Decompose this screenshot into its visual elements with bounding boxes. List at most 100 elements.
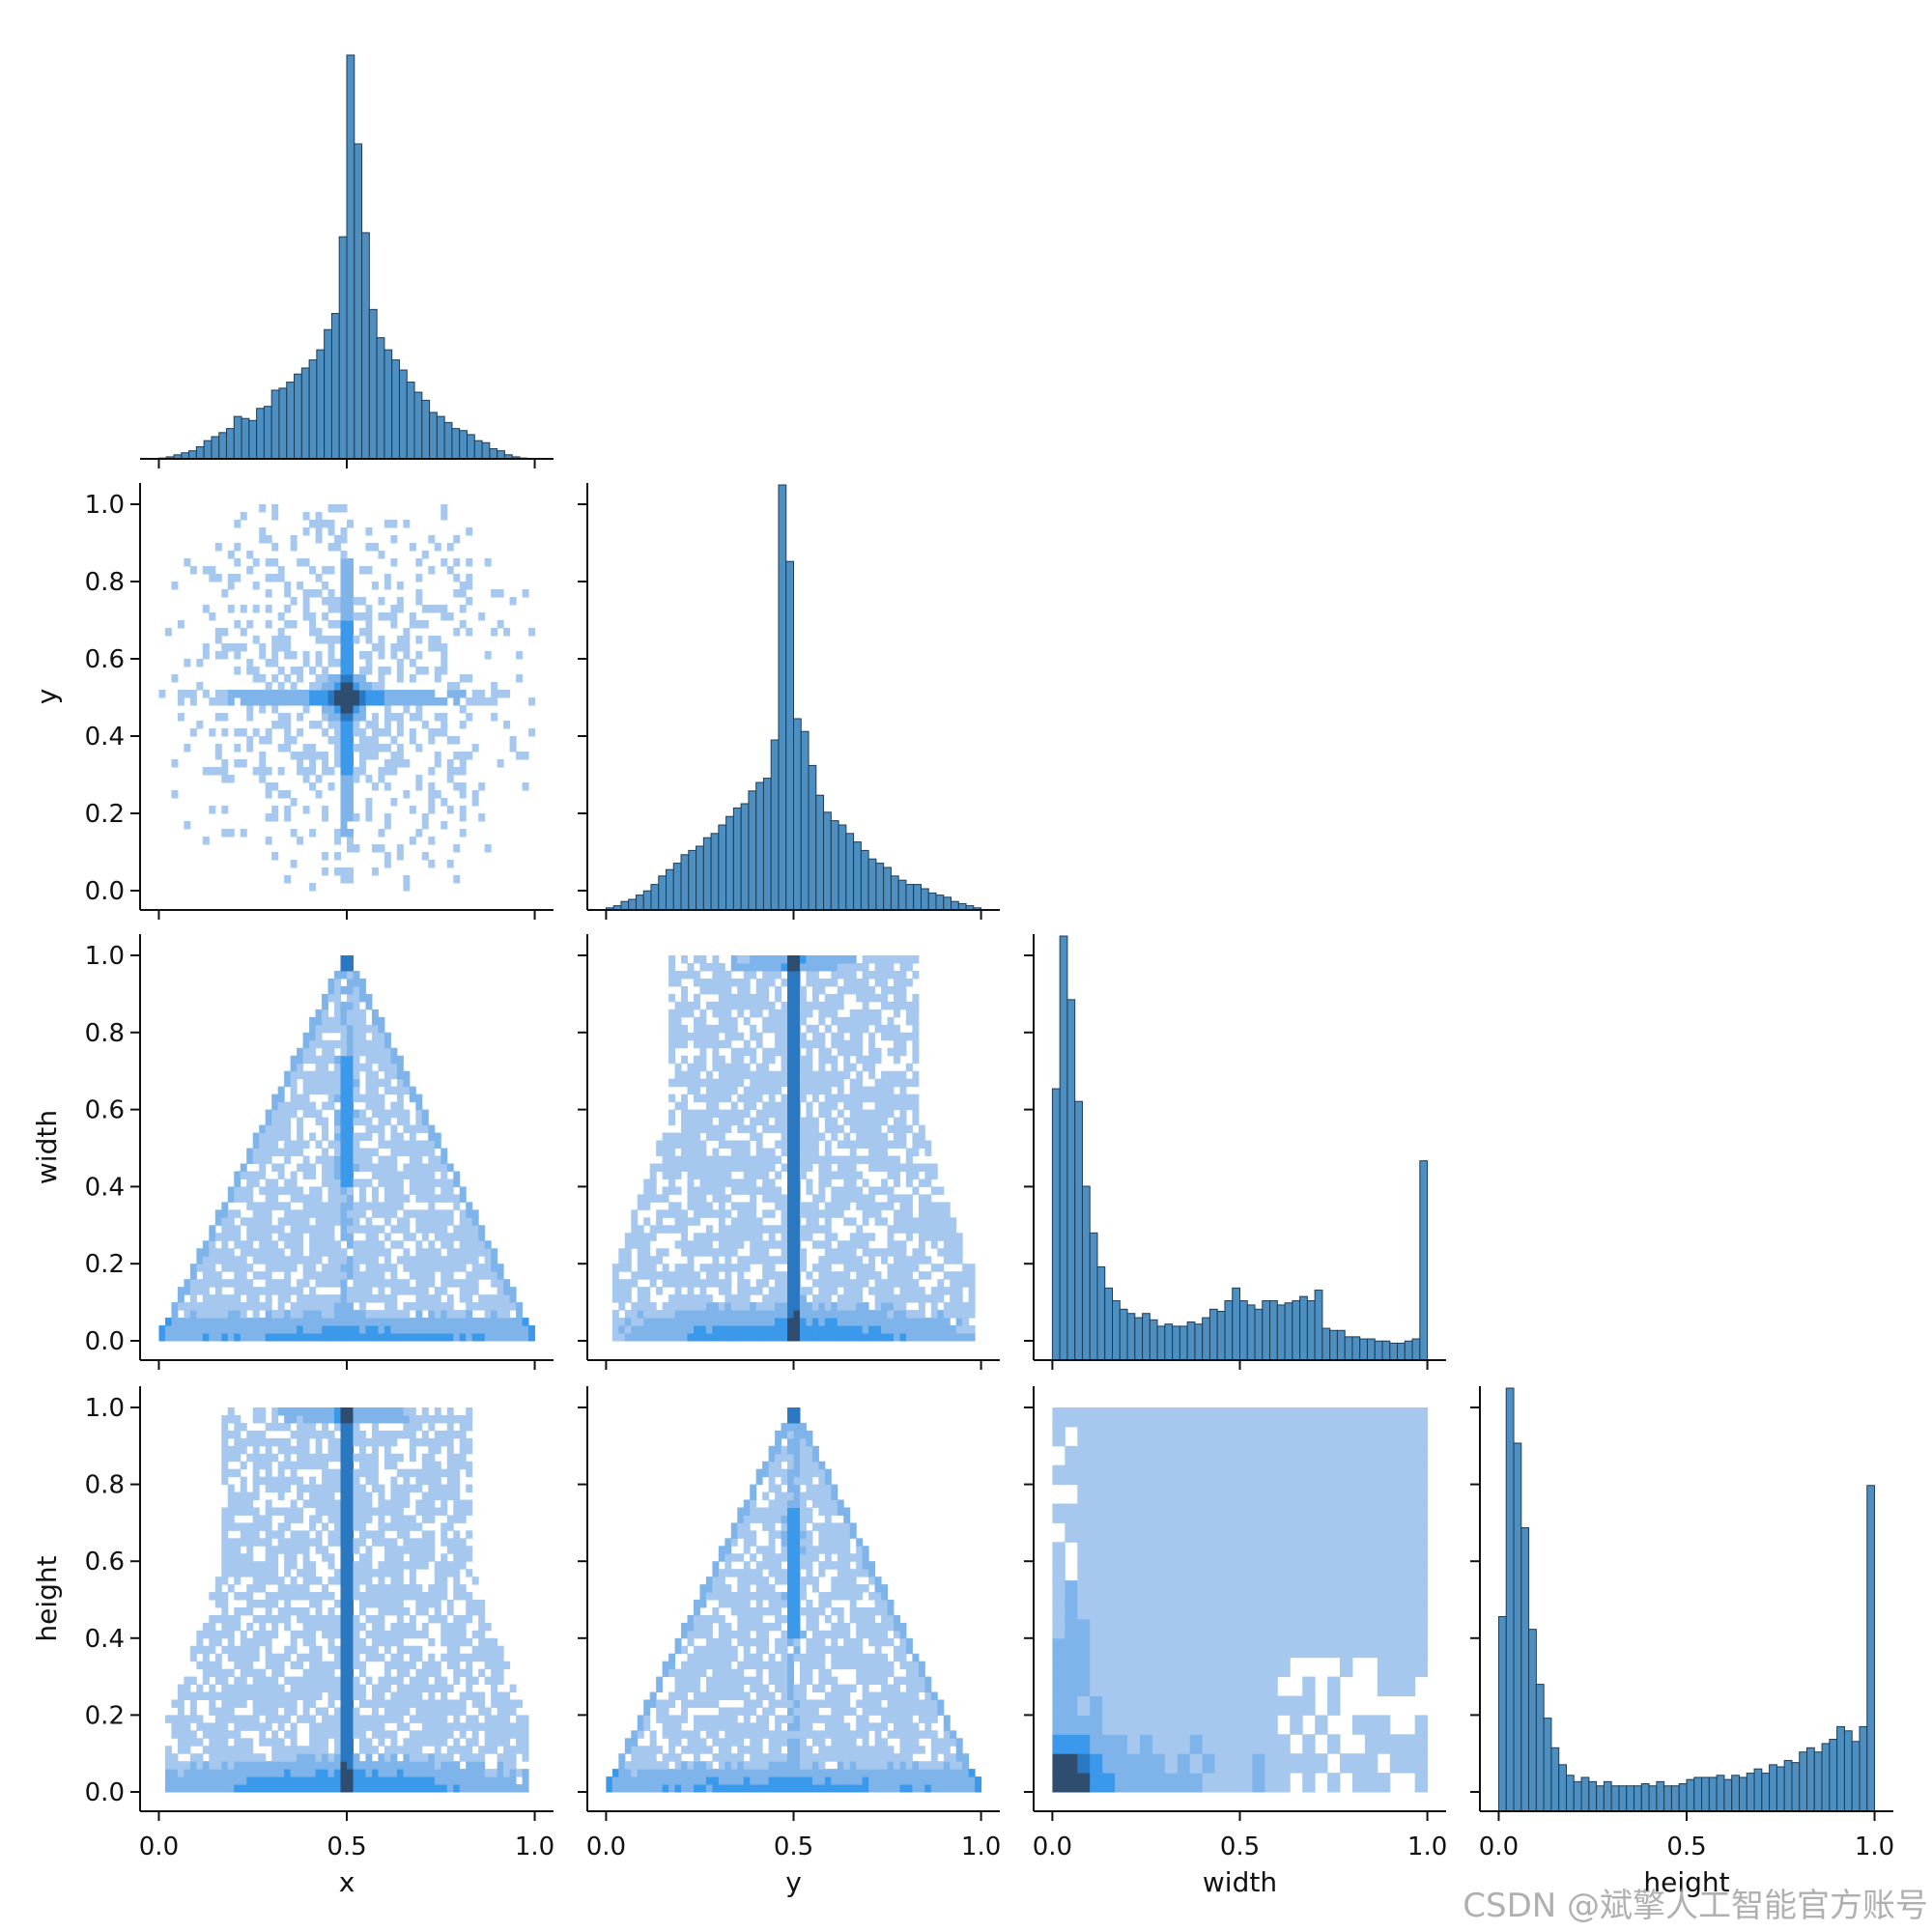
heatmap-cell (347, 962, 354, 972)
heatmap-cell (428, 806, 436, 814)
heatmap-cell (868, 1094, 876, 1103)
heatmap-cell (631, 1310, 639, 1319)
heatmap-cell (265, 1761, 272, 1770)
heatmap-cell (340, 1248, 348, 1257)
heatmap-cell (428, 1217, 436, 1226)
heatmap-cell (309, 1577, 317, 1585)
heatmap-cell (246, 1546, 254, 1554)
heatmap-cell (327, 1476, 335, 1486)
heatmap-cell (824, 1302, 832, 1311)
heatmap-cell (528, 1325, 536, 1334)
heatmap-cell (327, 1753, 335, 1762)
heatmap-cell (811, 1209, 819, 1218)
heatmap-cell (775, 1117, 782, 1126)
heatmap-cell (699, 1016, 707, 1026)
heatmap-cell (894, 1271, 900, 1280)
heatmap-cell (466, 1279, 473, 1288)
heatmap-cell (234, 1233, 242, 1241)
heatmap-cell (874, 1186, 882, 1195)
heatmap-cell (831, 1325, 838, 1334)
heatmap-cell (277, 1148, 285, 1156)
heatmap-cell (681, 1148, 689, 1156)
heatmap-cell (811, 1078, 819, 1088)
heatmap-cell (762, 1163, 770, 1172)
heatmap-cell (912, 1016, 920, 1026)
heatmap-cell (347, 867, 354, 876)
heatmap-cell (950, 1256, 957, 1264)
heatmap-cell (750, 1001, 757, 1010)
heatmap-cell (259, 1186, 267, 1195)
heatmap-cell (712, 962, 720, 972)
heatmap-cell (905, 1264, 913, 1272)
heatmap-cell (937, 1264, 945, 1272)
heatmap-cell (340, 744, 348, 753)
heatmap-cell (390, 713, 398, 722)
heatmap-cell (881, 1302, 889, 1311)
heatmap-cell (347, 993, 354, 1003)
heatmap-cell (371, 1225, 379, 1234)
heatmap-cell (252, 1577, 260, 1585)
heatmap-cell (396, 582, 404, 590)
heatmap-cell (787, 1078, 794, 1088)
heatmap-cell (240, 1333, 247, 1342)
heatmap-cell (631, 1325, 639, 1334)
heatmap-cell (327, 1614, 335, 1624)
heatmap-cell (396, 636, 404, 644)
heatmap-cell (297, 1240, 304, 1249)
heatmap-cell (297, 1484, 304, 1493)
heatmap-cell (202, 837, 210, 845)
heatmap-cell (290, 620, 298, 629)
heatmap-cell (396, 1240, 404, 1249)
heatmap-cell (887, 1333, 895, 1342)
heatmap-cell (371, 1094, 379, 1103)
heatmap-cell (674, 1318, 682, 1326)
heatmap-cell (340, 1032, 348, 1041)
heatmap-cell (378, 1264, 385, 1272)
heatmap-cell (347, 1776, 354, 1785)
heatmap-cell (874, 1124, 882, 1134)
heatmap-cell (793, 1094, 801, 1103)
heatmap-cell (347, 697, 354, 706)
heatmap-cell (202, 767, 210, 776)
heatmap-cell (503, 1310, 511, 1319)
heatmap-cell (302, 1691, 310, 1700)
heatmap-cell (347, 1325, 354, 1334)
heatmap-cell (290, 752, 298, 760)
heatmap-cell (340, 829, 348, 838)
heatmap-cell (246, 1437, 254, 1447)
heatmap-cell (284, 1264, 292, 1272)
heatmap-cell (712, 1279, 720, 1288)
histogram-bar (211, 436, 220, 460)
heatmap-cell (177, 1699, 185, 1708)
heatmap-cell (327, 1715, 335, 1723)
histogram-bar (1836, 1725, 1845, 1812)
heatmap-cell (712, 1047, 720, 1057)
heatmap-cell (937, 1217, 945, 1226)
heatmap-cell (862, 1325, 869, 1334)
heatmap-cell (284, 636, 292, 644)
heatmap-cell (246, 1753, 254, 1762)
heatmap-cell (491, 628, 498, 637)
heatmap-cell (259, 1569, 267, 1577)
heatmap-cell (887, 1287, 895, 1295)
heatmap-cell (428, 728, 436, 737)
histogram-bar (666, 868, 674, 911)
histogram-bar (1701, 1776, 1710, 1812)
heatmap-cell (227, 1248, 235, 1257)
heatmap-cell (340, 1055, 348, 1065)
heatmap-cell (516, 1302, 524, 1311)
heatmap-cell (409, 659, 416, 668)
heatmap-cell (843, 1318, 851, 1326)
histogram-bar (1202, 1317, 1210, 1361)
heatmap-cell (259, 1515, 267, 1523)
heatmap-cell (459, 705, 467, 714)
heatmap-cell (768, 1325, 776, 1334)
heatmap-cell (421, 1209, 429, 1218)
heatmap-cell (730, 1001, 738, 1010)
heatmap-cell (322, 1333, 329, 1342)
heatmap-cell (390, 1171, 398, 1179)
heatmap-cell (643, 1287, 651, 1295)
heatmap-cell (478, 1233, 486, 1241)
heatmap-cell (484, 651, 492, 660)
heatmap-cell (724, 1094, 732, 1103)
